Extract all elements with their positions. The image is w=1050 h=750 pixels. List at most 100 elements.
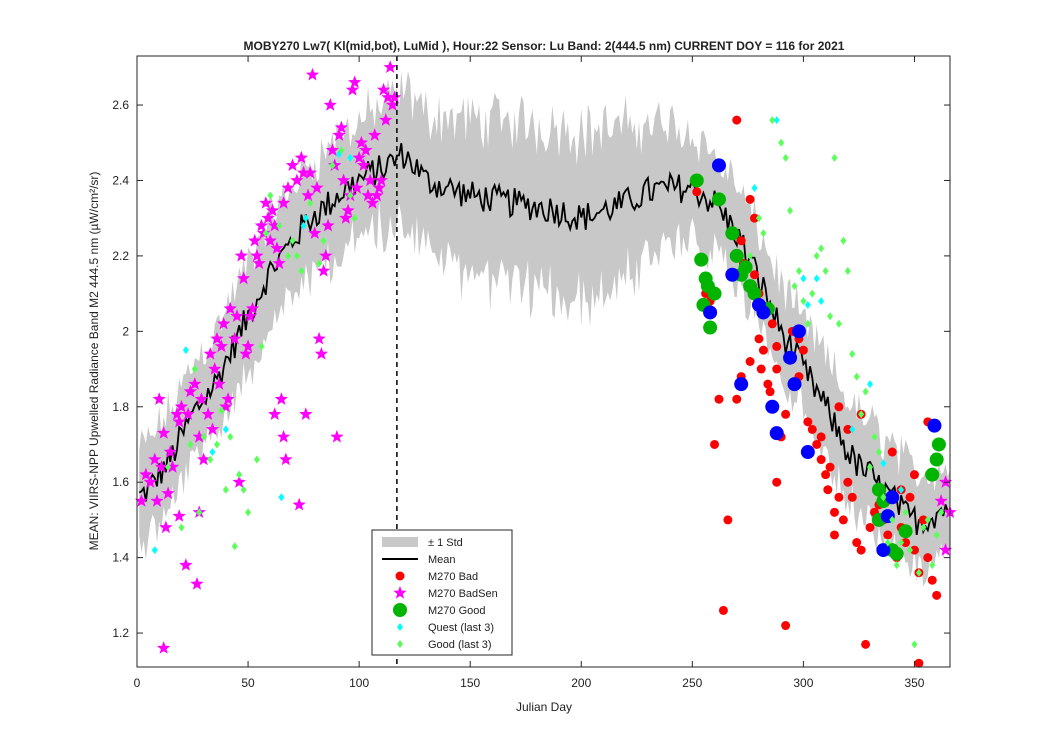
data-point [350,181,364,194]
data-point [182,346,189,355]
data-point [756,305,771,320]
series-good-last-3- [165,116,945,649]
data-point [298,266,305,275]
data-point [370,188,384,202]
data-point [210,331,224,345]
data-point [858,410,865,419]
data-point [765,399,780,414]
data-point [787,377,802,392]
data-point [901,538,911,548]
data-point [804,300,811,309]
data-point [240,485,247,494]
data-point [230,309,244,322]
data-point [150,494,164,507]
data-point [938,543,953,556]
axis-ticks: 0 50 100 150 200 250 300 350 1.2 1.4 1.6 1.8 2 2.2 2.4… [112,56,950,690]
data-point [279,452,293,466]
legend-label: M270 Good [428,605,485,617]
data-point [192,429,206,443]
data-point [276,429,291,443]
data-point [821,470,831,480]
x-tick-label: 150 [460,676,480,690]
data-point [840,236,847,245]
data-point [782,153,789,162]
data-point [927,575,937,585]
data-point [365,196,380,209]
data-point [751,184,758,193]
data-point [261,211,275,224]
data-point [265,203,280,217]
data-point [795,266,802,275]
legend-label: ± 1 Std [428,537,463,549]
data-point [823,485,833,495]
data-point [745,194,755,204]
data-point [139,467,153,481]
data-point [925,467,940,482]
data-point [201,407,215,420]
data-point [245,508,252,517]
data-point [813,251,820,260]
data-point [217,316,231,330]
data-point [907,546,914,555]
data-point [205,422,220,436]
data-point [818,297,825,306]
data-point [938,475,953,488]
data-point [865,522,875,532]
data-point [692,187,702,197]
data-point [834,492,844,502]
data-point [163,445,177,458]
mean-line [138,143,951,536]
data-point [714,394,724,404]
data-point [758,345,768,355]
data-point [237,271,251,285]
data-point [148,452,162,466]
data-point [212,377,226,390]
data-point [772,364,782,374]
series-quest-last-3- [151,116,905,555]
data-point [183,384,197,398]
data-point [902,508,909,517]
data-point [843,477,853,487]
data-point [259,196,273,209]
data-point [159,520,173,534]
data-point [161,486,175,500]
data-point [755,214,762,223]
legend-swatch [382,537,418,547]
data-point [152,392,166,405]
data-point [300,221,307,230]
data-point [307,199,314,208]
data-point [134,494,149,507]
data-point [769,116,776,125]
data-point [172,509,186,522]
data-point [732,394,742,404]
data-point [853,372,860,381]
data-point [239,347,253,360]
data-point [281,181,295,194]
data-point [791,324,806,339]
data-point [234,248,249,262]
data-point [934,494,948,507]
data-point [248,233,262,247]
data-point [341,203,355,217]
data-point [725,226,740,241]
data-point [268,218,282,232]
y-tick-label: 2.6 [112,98,129,112]
data-point [718,605,728,615]
y-tick-label: 1.2 [112,626,129,640]
data-point [299,407,313,420]
data-point [165,463,172,472]
data-point [816,432,826,442]
data-point [385,98,400,111]
data-point [231,542,238,551]
data-point [734,377,749,392]
data-point [924,515,931,524]
data-point [203,347,217,360]
data-point [800,445,815,460]
data-point [208,362,222,375]
data-point [834,402,844,412]
data-point [374,173,388,187]
data-point [319,248,333,262]
data-point [219,399,233,413]
data-point [336,173,351,187]
